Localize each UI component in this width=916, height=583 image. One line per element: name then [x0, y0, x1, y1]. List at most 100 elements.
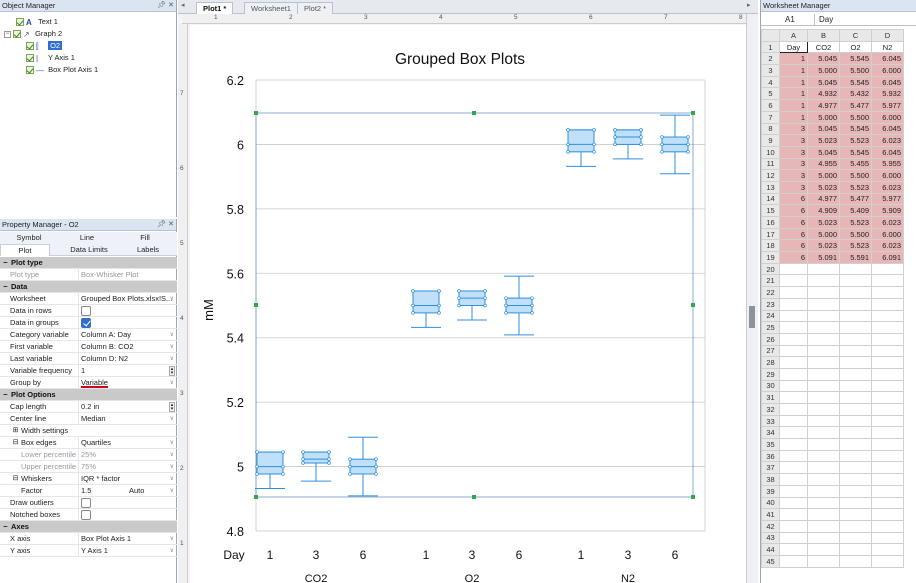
property-row[interactable]: Upper percentile 75% ∨	[0, 461, 177, 473]
worksheet-cell[interactable]	[807, 344, 840, 358]
worksheet-cell[interactable]	[839, 484, 872, 498]
worksheet-cell[interactable]	[807, 414, 840, 428]
worksheet-cell[interactable]: 6.000	[871, 227, 904, 241]
worksheet-cell[interactable]: 6	[779, 204, 808, 217]
worksheet-cell[interactable]	[807, 309, 840, 323]
worksheet-cell[interactable]	[779, 461, 808, 475]
row-header[interactable]: 38	[761, 473, 780, 486]
property-category[interactable]: − Plot Options	[0, 389, 177, 401]
property-value[interactable]	[78, 509, 177, 521]
column-header-d[interactable]: D	[871, 29, 904, 42]
selection-handle[interactable]	[691, 303, 695, 307]
worksheet-cell[interactable]	[871, 367, 904, 381]
tab-plot1[interactable]: Plot1 *	[196, 2, 234, 14]
worksheet-cell[interactable]: 6.000	[871, 110, 904, 124]
worksheet-cell[interactable]	[871, 321, 904, 334]
property-row[interactable]: Y axis Y Axis 1 ∨	[0, 545, 177, 557]
box-n2-day1[interactable]	[567, 129, 595, 153]
tab-plot2[interactable]: Plot2 *	[297, 2, 334, 14]
tree-item-graph2[interactable]: − ↗ Graph 2	[4, 28, 62, 39]
scrollbar-thumb[interactable]	[749, 306, 755, 328]
worksheet-cell[interactable]: 6.023	[871, 134, 904, 147]
row-header[interactable]: 33	[761, 414, 780, 428]
worksheet-cell[interactable]	[779, 519, 808, 533]
property-value[interactable]: Median ∨	[78, 413, 177, 425]
worksheet-cell[interactable]	[839, 461, 872, 475]
row-header[interactable]: 42	[761, 519, 780, 533]
worksheet-cell[interactable]: 5.591	[839, 251, 872, 264]
worksheet-cell[interactable]: 5.523	[839, 180, 872, 194]
worksheet-cell[interactable]: 5.432	[839, 87, 872, 101]
spinner-icon[interactable]: ▴ ▾	[169, 402, 175, 412]
worksheet-cell[interactable]: 6	[779, 251, 808, 264]
row-header[interactable]: 28	[761, 356, 780, 369]
row-header[interactable]: 7	[761, 110, 780, 124]
property-row[interactable]: Notched boxes	[0, 509, 177, 521]
worksheet-cell[interactable]: 6.091	[871, 251, 904, 264]
worksheet-cell[interactable]	[807, 274, 840, 288]
worksheet-cell[interactable]	[839, 554, 872, 568]
row-header[interactable]: 27	[761, 344, 780, 358]
dropdown-arrow-icon[interactable]: ∨	[169, 464, 174, 470]
collapse-icon[interactable]: −	[3, 282, 8, 291]
worksheet-cell[interactable]: 5.023	[807, 239, 840, 253]
worksheet-cell[interactable]	[839, 344, 872, 358]
worksheet-cell[interactable]	[839, 297, 872, 311]
worksheet-cell[interactable]	[807, 508, 840, 521]
worksheet-cell[interactable]	[871, 379, 904, 393]
property-value[interactable]	[78, 317, 177, 329]
worksheet-cell[interactable]	[871, 426, 904, 440]
spinner-icon[interactable]: ▴ ▾	[169, 366, 175, 376]
worksheet-cell[interactable]	[779, 309, 808, 323]
collapse-icon[interactable]: −	[3, 522, 8, 531]
worksheet-cell[interactable]	[779, 473, 808, 486]
worksheet-cell[interactable]: 5.477	[839, 192, 872, 206]
worksheet-cell[interactable]	[807, 367, 840, 381]
pin-icon[interactable]: 📌︎	[157, 2, 166, 9]
property-value[interactable]: Grouped Box Plots.xlsx!S... ∨	[78, 293, 177, 305]
row-header[interactable]: 1	[761, 40, 780, 54]
row-header[interactable]: 35	[761, 438, 780, 451]
worksheet-cell[interactable]: 6	[779, 227, 808, 241]
collapse-toggle[interactable]: −	[4, 30, 11, 38]
worksheet-cell[interactable]	[779, 286, 808, 299]
worksheet-cell[interactable]: 4.909	[807, 204, 840, 217]
worksheet-cell[interactable]: 6.023	[871, 180, 904, 194]
worksheet-cell[interactable]: 6.000	[871, 64, 904, 77]
row-header[interactable]: 20	[761, 262, 780, 276]
worksheet-cell[interactable]	[871, 519, 904, 533]
selection-handle[interactable]	[472, 495, 476, 499]
worksheet-cell[interactable]	[871, 438, 904, 451]
row-header[interactable]: 44	[761, 543, 780, 556]
worksheet-cell[interactable]: 5.045	[807, 145, 840, 159]
worksheet-cell[interactable]	[807, 461, 840, 475]
row-header[interactable]: 45	[761, 554, 780, 568]
property-value[interactable]: Quartiles ∨	[78, 437, 177, 449]
row-header[interactable]: 30	[761, 379, 780, 393]
row-header[interactable]: 21	[761, 274, 780, 288]
close-icon[interactable]: ✕	[168, 2, 174, 9]
property-row[interactable]: Lower percentile 25% ∨	[0, 449, 177, 461]
worksheet-cell[interactable]	[807, 262, 840, 276]
property-value[interactable]: 25% ∨	[78, 449, 177, 461]
worksheet-cell[interactable]: 6	[779, 192, 808, 206]
worksheet-cell[interactable]	[839, 519, 872, 533]
worksheet-cell[interactable]: 4.932	[807, 87, 840, 101]
worksheet-cell[interactable]	[779, 449, 808, 463]
worksheet-cell[interactable]	[839, 426, 872, 440]
worksheet-cell[interactable]: 5.500	[839, 64, 872, 77]
worksheet-cell[interactable]	[779, 403, 808, 416]
row-header[interactable]: 29	[761, 367, 780, 381]
property-row[interactable]: X axis Box Plot Axis 1 ∨	[0, 533, 177, 545]
worksheet-cell[interactable]	[779, 367, 808, 381]
property-row[interactable]: Center line Median ∨	[0, 413, 177, 425]
worksheet-cell[interactable]	[779, 414, 808, 428]
dropdown-arrow-icon[interactable]: ∨	[169, 380, 174, 386]
worksheet-cell[interactable]	[779, 543, 808, 556]
worksheet-cell[interactable]	[871, 286, 904, 299]
worksheet-cell[interactable]	[779, 297, 808, 311]
visible-checkbox[interactable]	[13, 30, 21, 39]
worksheet-cell[interactable]: 5.500	[839, 227, 872, 241]
worksheet-cell[interactable]: 6.045	[871, 75, 904, 89]
row-header[interactable]: 6	[761, 99, 780, 112]
